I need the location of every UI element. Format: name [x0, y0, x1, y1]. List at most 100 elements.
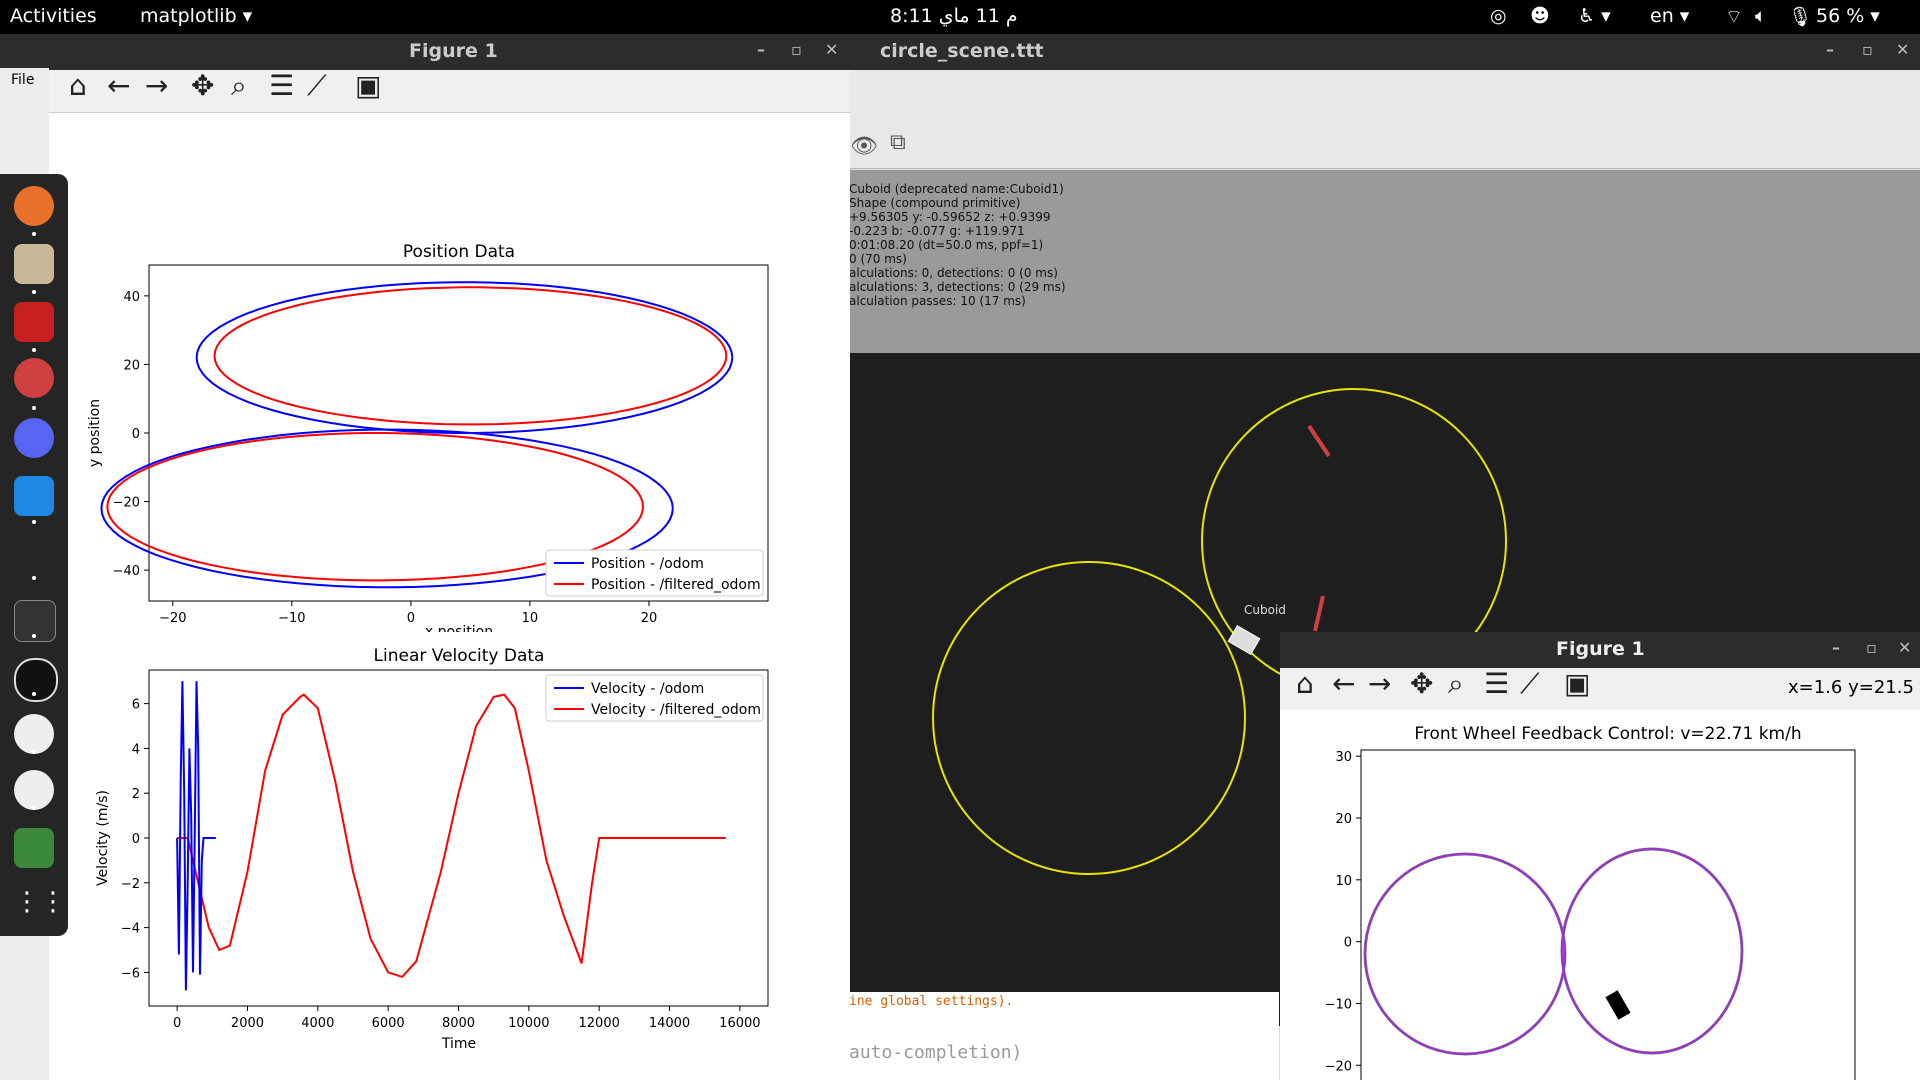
obs-icon[interactable] [14, 658, 58, 702]
minimize-button[interactable]: – [1832, 638, 1840, 657]
scene-viewport[interactable]: Cuboid (deprecated name:Cuboid1) Shape (… [849, 170, 1920, 1026]
yellow-track-left [932, 561, 1246, 875]
series-line [176, 681, 216, 991]
y-tick-label: 20 [1335, 812, 1352, 827]
save-icon[interactable]: ▣ [1564, 667, 1591, 700]
vehicle-cuboid [1227, 625, 1261, 655]
x-tick-label: 14000 [649, 1016, 690, 1031]
gazebo-icon[interactable] [14, 770, 54, 810]
app-grid-icon[interactable]: ⋮⋮⋮ [14, 887, 92, 917]
discord-tray-icon[interactable]: ☻ [1530, 5, 1550, 27]
info-line: -0.223 b: -0.077 g: +119.971 [849, 224, 1025, 238]
x-tick-label: 10 [522, 611, 539, 626]
app-menu[interactable]: matplotlib ▾ [140, 5, 253, 27]
axes-edit-icon[interactable]: ⟋ [307, 69, 327, 102]
x-tick-label: 10000 [508, 1016, 549, 1031]
maximize-button[interactable]: ▫ [791, 40, 802, 59]
front-wheel-chart: Front Wheel Feedback Control: v=22.71 km… [1325, 724, 1856, 1080]
y-tick-label: 10 [1335, 874, 1352, 889]
eye-icon[interactable]: 👁︎ [850, 134, 878, 159]
x-axis-label: x position [425, 624, 493, 632]
red-marker [1307, 424, 1331, 458]
minimize-button[interactable]: – [1826, 40, 1834, 59]
console-input[interactable]: auto-completion) [849, 1042, 1023, 1063]
coppelia-title: circle_scene.ttt [880, 40, 1044, 62]
pan-icon[interactable]: ✥ [1410, 667, 1434, 700]
x-tick-label: 12000 [579, 1016, 620, 1031]
x-tick-label: 6000 [372, 1016, 405, 1031]
series-line-upper [195, 281, 734, 434]
back-icon[interactable]: ← [107, 69, 131, 102]
forward-icon[interactable]: → [145, 69, 169, 102]
left-figure-titlebar: Figure 1 – ▫ ✕ [49, 34, 850, 70]
y-tick-label: −10 [1325, 997, 1352, 1012]
y-tick-label: 30 [1335, 750, 1352, 765]
x-axis-label: Time [441, 1036, 476, 1052]
pan-icon[interactable]: ✥ [191, 69, 215, 102]
track-circle-right [1561, 848, 1743, 1054]
axes-edit-icon[interactable]: ⟋ [1520, 667, 1540, 700]
minimize-button[interactable]: – [757, 40, 765, 59]
terminal-app-icon[interactable] [14, 302, 54, 342]
file-menu[interactable]: File [11, 72, 35, 88]
legend-entry: Position - /odom [591, 556, 704, 572]
coppelia-icon[interactable] [14, 358, 54, 398]
x-tick-label: 20 [641, 611, 658, 626]
legend-entry: Velocity - /filtered_odom [591, 702, 761, 718]
rviz-icon[interactable] [14, 714, 54, 754]
firefox-icon[interactable] [14, 186, 54, 226]
y-tick-label: 0 [132, 832, 140, 847]
info-line: alculations: 3, detections: 0 (29 ms) [849, 280, 1066, 294]
info-line: +9.56305 y: -0.59652 z: +0.9399 [849, 210, 1051, 224]
left-figure-title: Figure 1 [409, 40, 498, 62]
ubuntu-icon[interactable]: ◎ [1490, 5, 1507, 27]
y-tick-label: −4 [121, 922, 140, 937]
left-figure-window: Figure 1 – ▫ ✕ ⌂ ← → ✥ ⌕ ☰ ⟋ ▣ Position … [49, 34, 850, 1080]
right-figure-window: Figure 1 – ▫ ✕ ⌂ ← → ✥ ⌕ ☰ ⟋ ▣ x=1.6 y=2… [1280, 632, 1920, 1080]
forward-icon[interactable]: → [1368, 667, 1392, 700]
y-tick-label: 0 [132, 427, 140, 442]
battery-indicator[interactable]: 56 % ▾ [1816, 5, 1880, 27]
info-line: 0 (70 ms) [849, 252, 907, 266]
save-icon[interactable]: ▣ [355, 69, 382, 102]
activities-button[interactable]: Activities [10, 5, 97, 27]
close-button[interactable]: ✕ [1898, 638, 1912, 657]
object-label: Cuboid [1244, 603, 1286, 617]
info-line: alculation passes: 10 (17 ms) [849, 294, 1026, 308]
y-tick-label: 20 [123, 358, 140, 373]
y-tick-label: −2 [121, 877, 140, 892]
language-selector[interactable]: en ▾ [1650, 5, 1690, 27]
maximize-button[interactable]: ▫ [1866, 638, 1877, 657]
y-axis-label: y position [87, 399, 103, 467]
configure-icon[interactable]: ☰ [1484, 667, 1510, 700]
position-chart: Position Data −20 −10 0 10 20 40 20 0 −20 −40 x p… [87, 242, 769, 632]
clock[interactable]: 8:11 م 11 ماي [890, 5, 1018, 27]
back-icon[interactable]: ← [1332, 667, 1356, 700]
configure-icon[interactable]: ☰ [269, 69, 295, 102]
accessibility-icon[interactable]: ♿ ▾ [1578, 5, 1611, 27]
discord-icon[interactable] [14, 418, 54, 458]
home-icon[interactable]: ⌂ [1296, 667, 1314, 700]
info-line: Shape (compound primitive) [849, 196, 1021, 210]
cursor-coordinates: x=1.6 y=21.5 [1788, 677, 1914, 698]
maximize-button[interactable]: ▫ [1862, 40, 1873, 59]
camera-fit-icon[interactable]: ⧉ [890, 130, 906, 155]
zoom-icon[interactable]: ⌕ [1448, 667, 1464, 700]
velocity-chart: Linear Velocity Data 0 2000 4000 6000 8000 10… [95, 646, 769, 1052]
close-button[interactable]: ✕ [1896, 40, 1910, 59]
home-icon[interactable]: ⌂ [69, 69, 87, 102]
wifi-icon[interactable]: ⌔ [1725, 6, 1743, 28]
chart-title: Position Data [403, 242, 515, 262]
vscode-icon[interactable] [14, 476, 54, 516]
info-line: 0:01:08.20 (dt=50.0 ms, ppf=1) [849, 238, 1044, 252]
track-circle-left [1363, 852, 1567, 1056]
y-tick-label: 4 [132, 742, 140, 757]
microphone-icon[interactable]: 🎙︎ [1788, 6, 1813, 28]
trash-icon[interactable] [14, 828, 54, 868]
volume-icon[interactable]: 🔈︎ [1755, 5, 1767, 27]
red-marker [1313, 595, 1325, 632]
zoom-icon[interactable]: ⌕ [231, 69, 247, 102]
files-icon[interactable] [14, 244, 54, 284]
close-button[interactable]: ✕ [825, 40, 839, 59]
dock: ⋮⋮⋮ [0, 174, 92, 936]
